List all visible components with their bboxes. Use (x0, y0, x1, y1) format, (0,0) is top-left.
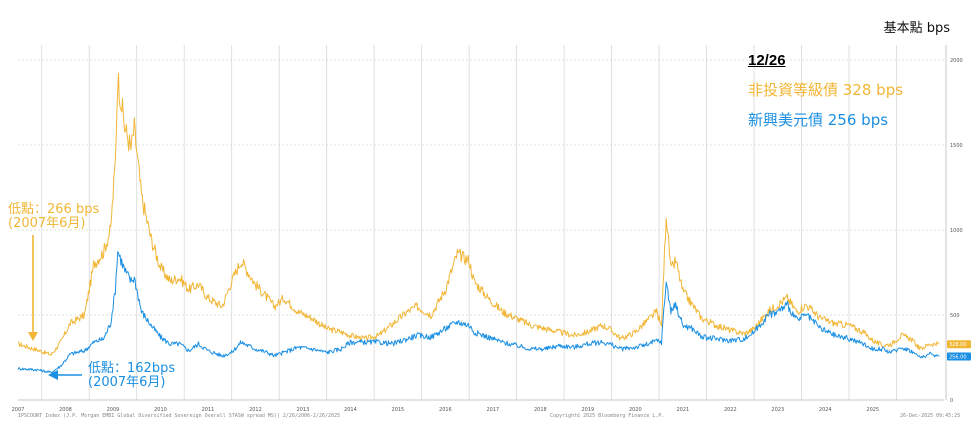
y-tick-label: 1000 (950, 228, 963, 234)
x-tick-label: 2023 (771, 407, 784, 413)
x-tick-label: 2011 (202, 407, 215, 413)
footer-copyright: Copyright© 2025 Bloomberg Finance L.P. (550, 413, 665, 419)
end-tag-em (947, 352, 971, 361)
x-tick-label: 2024 (819, 407, 832, 413)
unit-label: 基本點 bps (883, 21, 950, 36)
x-tick-label: 2010 (154, 407, 167, 413)
x-tick-label: 2025 (866, 407, 879, 413)
x-tick-label: 2017 (487, 407, 500, 413)
y-tick-label: 2000 (950, 58, 963, 64)
hy-low-callout: 低點：266 bps (2007年6月) (8, 203, 99, 231)
y-tick-label: 1500 (950, 143, 963, 149)
footer-timestamp: 26-Dec-2025 09:45:25 (900, 413, 961, 419)
em-low-arrowhead (48, 370, 58, 380)
legend-item-hy: 非投資等級債 328 bps (748, 81, 904, 99)
y-tick-label: 0 (950, 398, 953, 404)
series-line-em (17, 251, 940, 374)
y-tick-label: 500 (950, 313, 960, 319)
end-tag-em-label: 256.00 (949, 354, 967, 360)
x-tick-label: 2008 (59, 407, 72, 413)
x-tick-label: 2021 (676, 407, 689, 413)
x-tick-label: 2014 (344, 407, 357, 413)
legend-date: 12/26 (748, 52, 786, 69)
x-tick-label: 2020 (629, 407, 642, 413)
x-tick-label: 2022 (724, 407, 737, 413)
end-tag-hy-label: 328.00 (949, 342, 967, 348)
x-tick-label: 2012 (249, 407, 262, 413)
annotations (28, 235, 82, 380)
em-low-date: (2007年6月) (88, 375, 166, 390)
x-tick-label: 2013 (297, 407, 310, 413)
series: 328.00 256.00 (17, 72, 971, 374)
x-tick-label: 2016 (439, 407, 452, 413)
legend: 12/26 非投資等級債 328 bps 新興美元債 256 bps (748, 52, 903, 139)
x-tick-label: 2007 (12, 407, 25, 413)
hy-low-date: (2007年6月) (8, 216, 86, 231)
footer-source: IPSCOUNT Index (J.P. Morgan EMBI Global … (18, 413, 341, 419)
x-tick-label: 2009 (107, 407, 120, 413)
x-tick-label: 2019 (581, 407, 594, 413)
hy-low-arrowhead (28, 332, 38, 341)
x-tick-label: 2015 (392, 407, 405, 413)
em-low-value: 低點：162bps (88, 361, 176, 376)
x-tick-label: 2018 (534, 407, 547, 413)
legend-item-em: 新興美元債 256 bps (748, 111, 889, 129)
end-tag-hy (947, 340, 971, 349)
hy-low-value: 低點：266 bps (8, 202, 100, 217)
em-low-callout: 低點：162bps (2007年6月) (88, 362, 175, 390)
series-line-hy (17, 72, 940, 356)
axes: 0 500 1000 1500 2000 2007 2008 2009 2010 2011 2012… (12, 45, 963, 413)
